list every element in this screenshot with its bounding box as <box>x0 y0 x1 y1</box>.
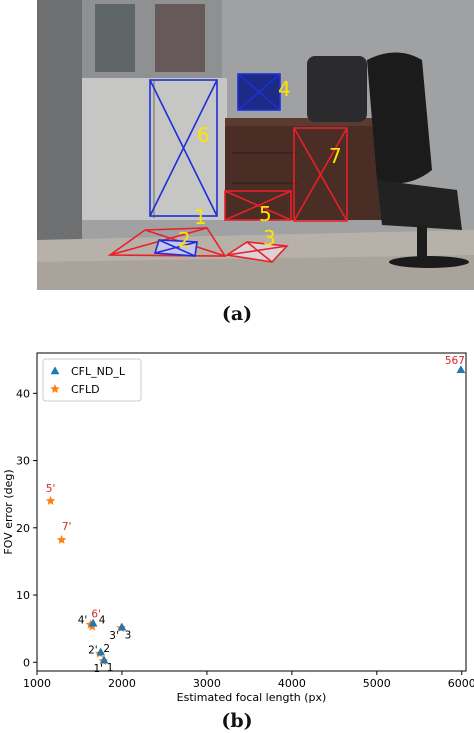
y-tick-label: 0 <box>23 656 30 669</box>
legend-marker-1 <box>50 384 60 393</box>
legend-box <box>42 358 142 402</box>
box-3 <box>224 241 289 263</box>
series-2-point-1 <box>117 622 127 631</box>
x-tick-label: 2000 <box>108 677 136 690</box>
point-label: 4' <box>78 615 88 627</box>
y-tick-label: 30 <box>16 455 30 468</box>
legend-label-1: CFLD <box>71 383 100 396</box>
x-tick-label: 1000 <box>23 677 51 690</box>
caption-b: (b) <box>221 710 253 732</box>
x-tick-label: 6000 <box>448 677 474 690</box>
point-label: 2 <box>103 643 110 655</box>
box-7 <box>293 127 348 222</box>
y-axis-label: FOV error (deg) <box>2 469 15 554</box>
x-tick-label: 4000 <box>278 677 306 690</box>
point-label: 2' <box>88 645 98 657</box>
box-2 <box>153 239 198 257</box>
y-tick-label: 20 <box>16 522 30 535</box>
point-label: 6' <box>91 609 101 621</box>
x-tick-label: 3000 <box>193 677 221 690</box>
photo-label-1: 1 <box>194 205 207 229</box>
plot-frame <box>36 352 467 672</box>
office-scene-photo: 1 2 3 4 5 6 7 <box>37 0 474 290</box>
point-label: 3 <box>125 629 132 641</box>
x-axis-label: Estimated focal length (px) <box>177 691 327 704</box>
photo-label-2: 2 <box>178 228 191 252</box>
fov-error-chart: 1000 2000 3000 4000 5000 6000 0 10 20 30 40 Estimat… <box>2 352 474 704</box>
x-tick-label: 5000 <box>363 677 391 690</box>
photo-label-3: 3 <box>263 226 276 250</box>
photo-label-7: 7 <box>329 144 342 168</box>
caption-a: (a) <box>221 303 253 325</box>
point-label: 3' <box>109 630 119 642</box>
photo-label-4: 4 <box>278 77 291 101</box>
box-5 <box>224 190 292 221</box>
series-2-point-2 <box>96 647 106 656</box>
legend-marker-0 <box>50 366 60 375</box>
photo-label-6: 6 <box>197 123 210 147</box>
y-tick-label: 10 <box>16 589 30 602</box>
point-label: 1' <box>93 663 103 675</box>
series-1-point-1 <box>56 534 67 544</box>
photo-label-5: 5 <box>259 202 272 226</box>
point-label: 567 <box>445 355 465 367</box>
point-label: 5' <box>46 483 56 495</box>
point-label: 1 <box>107 662 114 674</box>
series-2-point-0 <box>88 618 98 627</box>
series-0-point-0 <box>456 365 466 374</box>
point-label: 7' <box>62 521 72 533</box>
point-label: 4 <box>99 614 106 626</box>
box-4 <box>237 73 281 111</box>
series-1-point-0 <box>45 495 56 505</box>
box-6 <box>149 79 218 217</box>
legend-label-0: CFL_ND_L <box>71 365 126 378</box>
y-tick-label: 40 <box>16 387 30 400</box>
series-2-point-3 <box>99 655 109 664</box>
